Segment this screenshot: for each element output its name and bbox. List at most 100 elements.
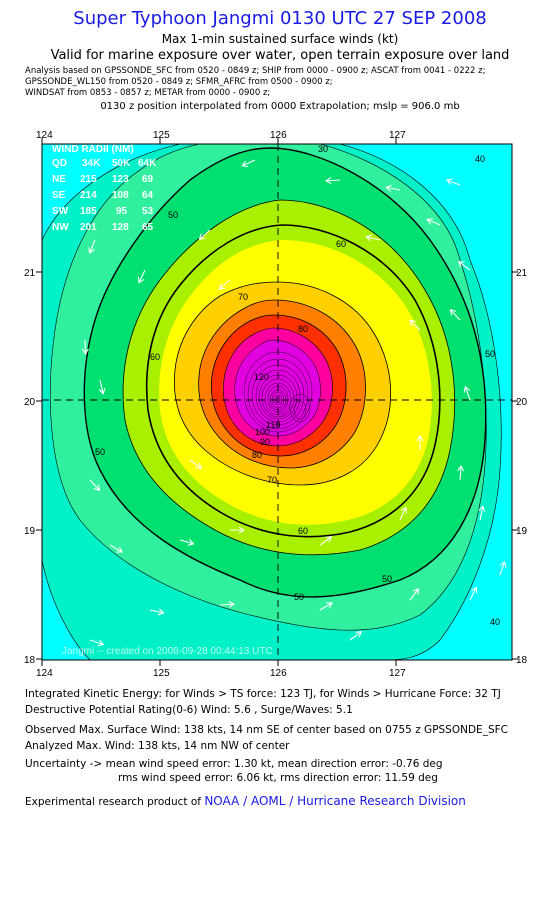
uncertainty-line-1: Uncertainty -> mean wind speed error: 1.… bbox=[25, 758, 443, 770]
analysis-line-2: GPSSONDE_WL150 from 0520 - 0849 z; SFMR_… bbox=[25, 77, 333, 87]
contour-label: 40 bbox=[475, 154, 485, 164]
wind-arrow-shaft bbox=[426, 218, 441, 226]
wind-radii-header: QD 34K 50K 64K bbox=[52, 158, 157, 169]
wind-arrow-shaft bbox=[349, 631, 362, 641]
wind-arrows bbox=[81, 159, 507, 647]
wind-arrow-head bbox=[187, 539, 195, 546]
lat-label-left: 21 bbox=[24, 268, 36, 279]
map-title: Super Typhoon Jangmi 0130 UTC 27 SEP 200… bbox=[73, 8, 487, 29]
wind-arrow-shaft bbox=[409, 588, 419, 601]
observed-max-wind: Observed Max. Surface Wind: 138 kts, 14 … bbox=[25, 724, 508, 736]
wind-arrow-shaft bbox=[325, 179, 341, 182]
contour-label: 70 bbox=[238, 292, 248, 302]
lon-label-top: 127 bbox=[389, 130, 406, 141]
wind-arrow-head bbox=[463, 385, 471, 393]
lon-label-bottom: 124 bbox=[36, 668, 53, 679]
wind-arrow-head bbox=[81, 348, 89, 356]
lon-label-top: 124 bbox=[36, 130, 53, 141]
wind-arrow-shaft bbox=[409, 319, 421, 331]
analysis-line-3: WINDSAT from 0853 - 0857 z; METAR from 0… bbox=[25, 88, 271, 98]
wind-contours: 30 40 50 60 50 60 70 80 50 70 80 90 100 … bbox=[42, 144, 512, 660]
contour-label: 50 bbox=[95, 447, 105, 457]
contour-label: 80 bbox=[252, 450, 262, 460]
wind-arrow-shaft bbox=[366, 236, 381, 241]
wind-arrow-shaft bbox=[319, 602, 333, 611]
wind-field-map: 30 40 50 60 50 60 70 80 50 70 80 90 100 … bbox=[24, 130, 528, 679]
credit-link[interactable]: NOAA / AOML / Hurricane Research Divisio… bbox=[204, 794, 466, 808]
map-subtitle: Max 1-min sustained surface winds (kt) bbox=[161, 32, 399, 46]
wind-arrow-shaft bbox=[89, 639, 104, 646]
wind-arrow-shaft bbox=[459, 465, 462, 481]
wind-radii-row-ne: NE 215 123 69 bbox=[52, 174, 154, 185]
wind-arrow-head bbox=[241, 160, 249, 168]
wind-arrow-head bbox=[499, 560, 507, 568]
wind-arrow-head bbox=[409, 319, 416, 326]
lat-label-left: 18 bbox=[24, 655, 36, 666]
wind-arrow-head bbox=[228, 600, 236, 608]
wind-arrow-shaft bbox=[199, 229, 211, 240]
wind-arrow-head bbox=[93, 484, 101, 492]
wind-arrow-head bbox=[325, 536, 333, 543]
wind-arrow-head bbox=[98, 387, 106, 395]
dpr-text: Destructive Potential Rating(0-6) Wind: … bbox=[25, 704, 353, 716]
wind-arrow-head bbox=[97, 639, 105, 647]
wind-arrow-shaft bbox=[149, 609, 164, 614]
wind-arrow-shaft bbox=[464, 386, 471, 401]
contour-label: 50 bbox=[485, 349, 495, 359]
wind-arrow-shaft bbox=[89, 239, 96, 254]
wind-arrow-head bbox=[385, 184, 392, 192]
wind-arrow-head bbox=[116, 546, 124, 553]
lat-label-left: 20 bbox=[24, 397, 36, 408]
contour-label: 70 bbox=[267, 475, 277, 485]
lon-label-bottom: 127 bbox=[389, 668, 406, 679]
wind-arrow-head bbox=[412, 588, 420, 595]
wind-arrow-shaft bbox=[89, 479, 100, 491]
contour-label: 90 bbox=[260, 437, 270, 447]
contour-label: 110 bbox=[266, 420, 280, 430]
wind-arrow-head bbox=[449, 308, 457, 316]
wind-arrow-shaft bbox=[109, 544, 123, 553]
wind-arrow-shaft bbox=[138, 269, 146, 283]
wind-arrow-head bbox=[416, 434, 424, 442]
wind-arrow-head bbox=[157, 608, 165, 616]
contour-label: 40 bbox=[490, 617, 500, 627]
wind-arrow-shaft bbox=[219, 603, 235, 606]
wind-arrow-shaft bbox=[499, 561, 506, 576]
position-note: 0130 z position interpolated from 0000 E… bbox=[100, 101, 460, 112]
lat-label-right: 19 bbox=[516, 526, 528, 537]
lon-label-top: 126 bbox=[270, 130, 287, 141]
lat-label-left: 19 bbox=[24, 526, 36, 537]
creation-stamp: Jangmi -- created on 2008-09-28 00:44:13… bbox=[62, 646, 273, 657]
plot-frame bbox=[41, 143, 513, 661]
wind-arrow-head bbox=[457, 464, 465, 472]
wind-arrow-head bbox=[238, 526, 246, 534]
validity-note: Valid for marine exposure over water, op… bbox=[50, 48, 510, 63]
wind-arrow-head bbox=[457, 261, 465, 268]
wind-arrow-shaft bbox=[446, 179, 461, 186]
wind-arrow-shaft bbox=[189, 459, 202, 469]
contour-label: 60 bbox=[298, 526, 308, 536]
wind-radii-row-se: SE 214 108 64 bbox=[52, 190, 154, 201]
lon-label-bottom: 126 bbox=[270, 668, 287, 679]
contour-label: 120 bbox=[254, 372, 269, 382]
wind-arrow-head bbox=[324, 177, 332, 185]
wind-radii-title: WIND RADII (NM) bbox=[52, 144, 134, 155]
uncertainty-line-2: rms wind speed error: 6.06 kt, rms direc… bbox=[118, 772, 438, 784]
wind-arrow-shaft bbox=[479, 506, 484, 521]
wind-arrow-head bbox=[445, 178, 453, 185]
wind-arrow-shaft bbox=[242, 159, 256, 167]
wind-arrow-shaft bbox=[99, 379, 104, 394]
ike-text: Integrated Kinetic Energy: for Winds > T… bbox=[25, 688, 501, 700]
wind-arrow-shaft bbox=[399, 507, 407, 521]
contour-label: 50 bbox=[168, 210, 178, 220]
analysis-line-1: Analysis based on GPSSONDE_SFC from 0520… bbox=[25, 66, 486, 76]
contour-label: 80 bbox=[298, 324, 308, 334]
wind-arrow-head bbox=[137, 276, 145, 284]
wind-radii-row-nw: NW 201 128 65 bbox=[52, 222, 154, 233]
lat-label-right: 18 bbox=[516, 655, 528, 666]
wind-arrow-shaft bbox=[319, 536, 332, 546]
contour-label: 50 bbox=[294, 592, 304, 602]
wind-arrow-head bbox=[365, 234, 373, 242]
credit-line: Experimental research product of NOAA / … bbox=[25, 794, 466, 808]
contour-label: 60 bbox=[150, 352, 160, 362]
